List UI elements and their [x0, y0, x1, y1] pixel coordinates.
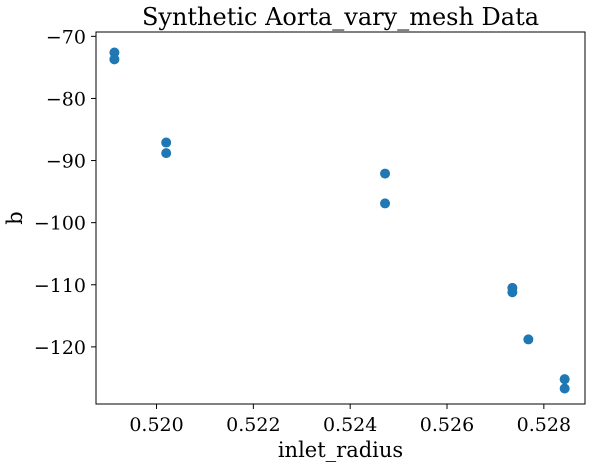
y-tick-label: −70	[46, 26, 86, 48]
x-tick-label: 0.522	[226, 414, 280, 436]
data-point	[109, 54, 120, 65]
x-tick-label: 0.528	[517, 414, 571, 436]
x-axis-label: inlet_radius	[278, 438, 403, 462]
y-tick-label: −100	[34, 213, 86, 235]
data-point	[507, 287, 518, 298]
plot-frame	[95, 31, 586, 405]
y-axis-label: b	[3, 211, 27, 224]
data-point	[161, 137, 172, 148]
y-tick-label: −80	[46, 88, 86, 110]
data-point	[559, 374, 570, 385]
x-tick-label: 0.526	[420, 414, 474, 436]
data-point	[109, 47, 120, 58]
data-point	[161, 148, 172, 159]
axis-ticks: 0.520 0.522 0.524 0.526 0.528 −70 −80 −90 −100 −1…	[34, 26, 571, 436]
data-points	[109, 47, 570, 394]
y-tick-label: −110	[34, 275, 86, 297]
data-point	[380, 168, 391, 179]
data-point	[559, 383, 570, 394]
data-point	[523, 334, 534, 345]
data-point	[380, 198, 391, 209]
y-tick-label: −120	[34, 337, 86, 359]
y-tick-label: −90	[46, 151, 86, 173]
x-tick-label: 0.524	[323, 414, 377, 436]
chart-title: Synthetic Aorta_vary_mesh Data	[142, 3, 539, 31]
x-tick-label: 0.520	[129, 414, 183, 436]
